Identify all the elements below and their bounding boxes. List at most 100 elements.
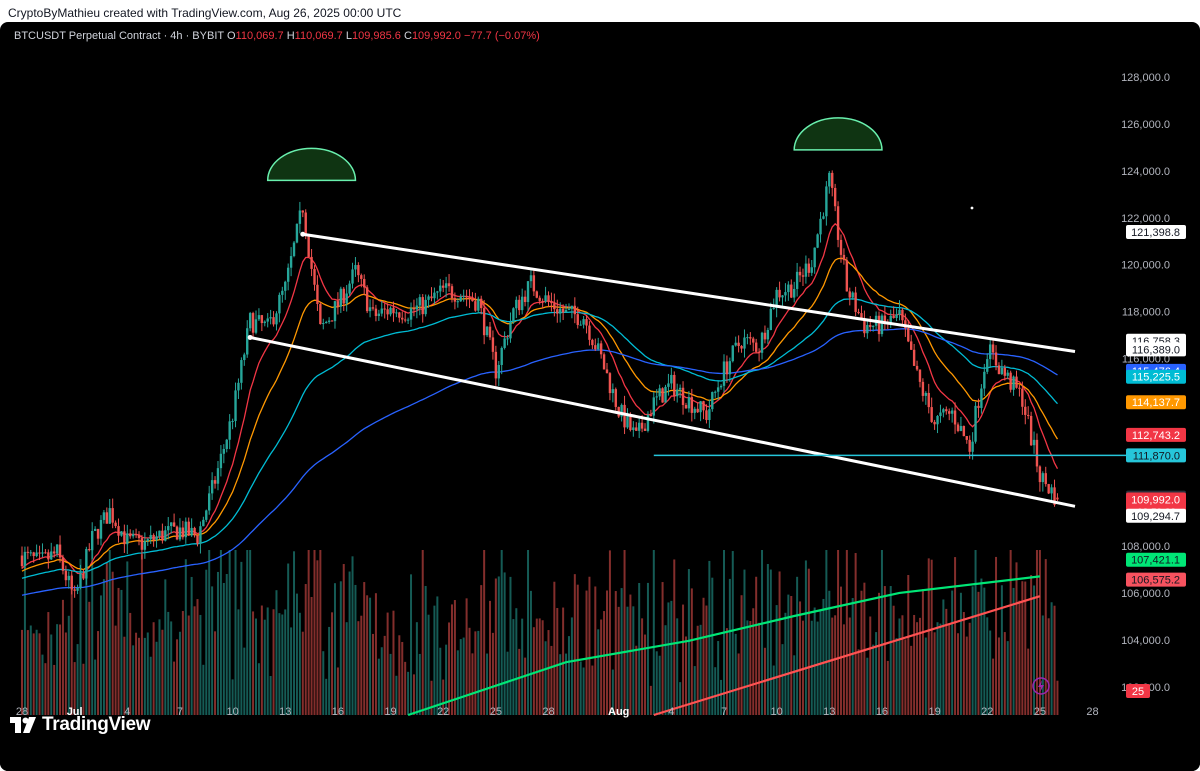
volume-bar [725,628,728,715]
candle-body [743,337,746,349]
volume-bar [705,605,708,715]
price-badge: 111,870.0 [1126,448,1186,463]
volume-bar [216,571,219,715]
volume-bar [412,674,415,715]
volume-bar [199,614,202,715]
candle-body [749,337,752,339]
volume-bar [524,657,527,715]
candle-body [129,533,132,537]
price-chart[interactable]: 128,000.0 126,000.0 124,000.0 122,000.0 120,… [0,22,1200,740]
volume-bar [155,641,158,715]
volume-bar [82,663,85,715]
volume-bar [556,607,559,715]
volume-bar [91,550,94,715]
lightning-icon[interactable] [1032,677,1050,695]
volume-bar [85,561,88,715]
candle-body [1000,367,1004,375]
volume-bar [889,586,892,715]
candle-body [336,301,340,307]
volume-bar [287,563,290,715]
volume-bar [588,576,591,715]
candle-body [248,313,252,329]
volume-bar [813,607,816,715]
volume-bar [784,612,787,715]
candle-body [795,271,799,289]
volume-bar [936,622,939,715]
volume-bar [1053,605,1056,715]
candle-body [111,508,114,523]
candle-body [64,570,68,581]
symbol-title[interactable]: BTCUSDT Perpetual Contract · 4h · BYBIT [14,30,224,42]
candle-body [564,309,568,313]
time-tick-label: 13 [279,706,291,718]
candle-body [570,305,574,309]
price-badge-label: 107,421.1 [1131,555,1180,567]
candle-body [433,292,436,299]
candle-body [512,308,515,323]
candle-body [869,324,872,328]
candle-body [561,308,565,313]
candle-body [836,206,840,240]
volume-bar [477,630,480,715]
candle-body [474,301,477,311]
candle-body [228,421,231,440]
volume-bar [582,667,585,715]
time-tick-label: 10 [226,706,238,718]
price-badge: 107,421.1 [1126,552,1186,567]
time-tick-label: 22 [981,706,993,718]
candle-body [810,267,813,273]
volume-bar [50,634,53,715]
candle-body [912,349,916,366]
volume-bar [178,631,181,715]
volume-bar [293,551,296,715]
volume-bar [123,636,126,715]
candle-body [670,374,673,384]
volume-bar [775,605,778,715]
tradingview-logo[interactable]: TradingView [10,714,151,736]
candle-body [383,308,386,310]
candle-body [676,389,679,397]
volume-bar [837,550,840,715]
price-tick-label: 116,000.0 [1122,354,1170,366]
candle-body [781,295,784,298]
volume-bar [298,612,301,715]
volume-bar [448,622,451,715]
candle-body [47,552,50,560]
candle-body [907,328,910,342]
candle-body [746,337,749,339]
volume-bar [752,608,755,715]
candle-body [518,299,521,311]
candle-body [415,305,419,310]
candle-body [848,291,851,298]
candle-body [234,390,237,422]
volume-bar [658,655,661,715]
volume-bar [369,597,372,715]
candle-body [775,289,778,308]
volume-bar [728,578,731,715]
candle-body [436,291,439,293]
candle-body [769,308,772,330]
candle-body [1018,387,1021,389]
volume-bar [1033,585,1036,715]
price-badge-label: 109,294.7 [1131,511,1180,523]
candle-body [962,426,966,437]
volume-bar [544,641,547,715]
volume-bar [120,589,123,715]
volume-bar [848,617,851,715]
volume-bar [734,633,737,715]
time-tick-label: 25 [1034,706,1046,718]
volume-bar [664,625,667,715]
volume-bar [228,550,231,715]
candle-body [839,239,843,255]
volume-bar [834,615,837,715]
candle-body [831,172,834,188]
volume-bar [70,574,73,715]
volume-bar [176,639,179,715]
chart-frame[interactable]: BTCUSDT Perpetual Contract · 4h · BYBIT … [0,22,1200,771]
candle-body [567,308,571,310]
volume-bar [825,550,828,715]
candle-body [70,575,73,590]
candle-body [842,254,846,261]
volume-bar [462,637,465,715]
candle-body [354,265,357,270]
